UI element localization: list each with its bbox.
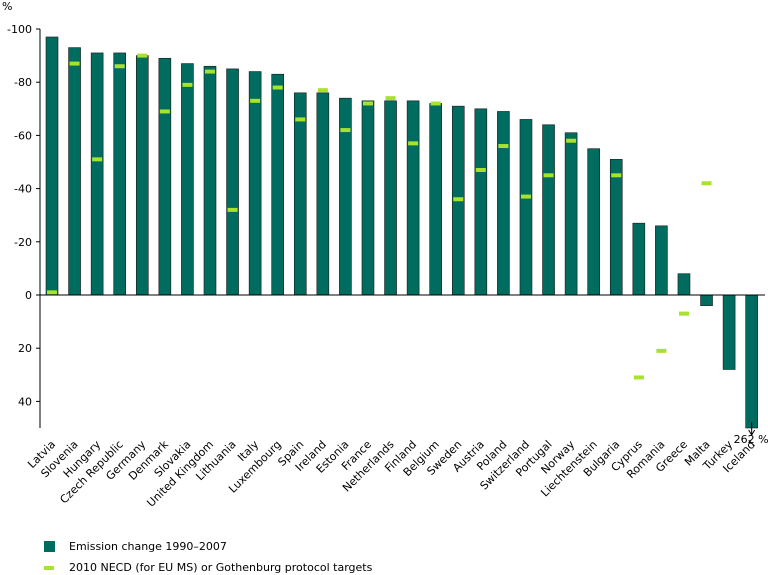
target-marker [159,109,170,114]
bar [474,108,488,296]
bar [497,111,510,296]
target-marker [701,181,712,186]
bar [722,294,736,370]
target-marker [204,69,215,74]
bar [632,222,646,296]
bar [203,65,217,296]
bar [135,55,149,296]
bar [609,159,623,296]
target-marker [92,157,103,162]
target-marker [340,128,351,133]
bar [519,119,533,296]
target-marker [182,82,193,87]
target-marker [250,98,261,103]
legend-label-emission: Emission change 1990–2007 [69,540,227,553]
legend-label-target: 2010 NECD (for EU MS) or Gothenburg prot… [69,561,373,574]
bar [271,73,285,296]
target-marker [295,117,306,122]
y-tick-label: -60 [14,129,32,142]
bar [293,92,307,296]
target-marker [137,53,148,58]
target-marker [453,197,464,202]
target-marker [317,88,328,93]
target-marker [69,61,80,66]
bar [587,148,600,296]
bar [90,52,104,296]
legend-swatch-target [44,565,54,570]
bar [248,71,262,296]
bar [158,57,172,296]
bar [316,92,330,296]
bar [339,97,352,296]
bar [655,225,668,296]
bar [406,100,420,296]
target-marker [633,375,644,380]
y-tick-label: -80 [14,76,32,89]
bar [745,294,758,429]
bar [45,36,59,296]
y-tick-label: -20 [14,236,32,249]
y-tick-label: 40 [18,395,32,408]
target-marker [656,348,667,353]
target-marker [227,207,238,212]
legend-item-target: 2010 NECD (for EU MS) or Gothenburg prot… [44,561,372,574]
target-marker [566,138,577,143]
legend-swatch-bar [44,541,55,552]
target-marker [114,64,125,69]
y-axis-label: % [2,0,12,13]
bar [226,68,239,296]
bar [181,63,194,296]
target-marker [47,290,57,295]
annotation-label: 262 % [734,433,768,446]
target-marker [543,173,554,178]
target-marker [611,173,622,178]
target-marker [475,167,486,172]
bar [384,100,397,296]
target-marker [678,311,689,316]
bar [700,294,713,306]
target-marker [272,85,283,90]
y-tick-label: -100 [7,23,32,36]
target-marker [430,101,441,106]
target-marker [385,96,396,101]
bar [677,273,691,296]
bar [361,100,375,296]
bar [68,47,81,296]
bar [542,124,555,296]
y-tick-label: 0 [25,289,32,302]
y-tick-label: -40 [14,183,32,196]
bar [564,132,578,296]
target-marker [498,144,509,149]
target-marker [520,194,531,199]
legend-item-emission: Emission change 1990–2007 [44,540,227,553]
bar [113,52,127,296]
bar [429,103,442,296]
y-tick-label: 20 [18,342,32,355]
target-marker [408,141,419,146]
annotation-arrow-head [748,429,756,436]
target-marker [362,101,373,106]
